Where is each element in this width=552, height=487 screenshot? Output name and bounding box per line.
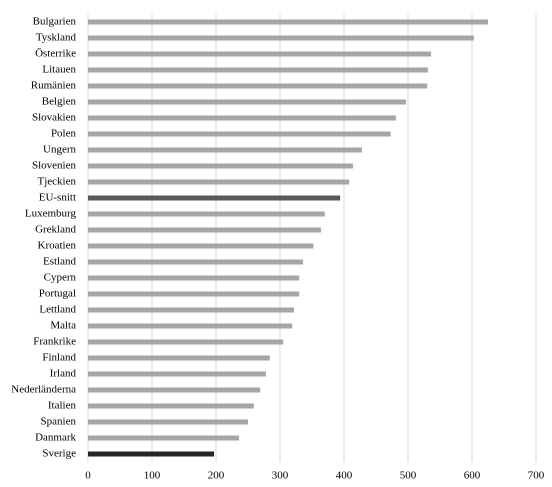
y-tick-label: Portugal	[39, 288, 76, 300]
bar	[88, 211, 325, 217]
y-tick-label: Grekland	[35, 224, 76, 236]
y-tick-label: Bulgarien	[33, 16, 77, 28]
y-tick-label: EU-snitt	[39, 192, 76, 204]
y-tick-label: Slovakien	[32, 112, 76, 124]
x-tick-label: 200	[208, 470, 225, 482]
bar	[88, 179, 350, 185]
y-tick-label: Polen	[51, 128, 77, 140]
bar	[88, 99, 407, 105]
bar	[88, 67, 428, 73]
x-tick-label: 400	[336, 470, 353, 482]
x-tick-label: 600	[464, 470, 481, 482]
y-tick-label: Irland	[50, 368, 77, 380]
y-tick-label: Tyskland	[36, 32, 77, 44]
bar	[88, 227, 321, 233]
bar	[88, 195, 341, 201]
bar	[88, 339, 284, 345]
bar	[88, 275, 300, 281]
y-tick-label: Frankrike	[33, 336, 76, 348]
y-tick-label: Lettland	[39, 304, 76, 316]
y-tick-label: Österrike	[35, 48, 76, 60]
x-tick-label: 100	[144, 470, 161, 482]
y-tick-label: Kroatien	[38, 240, 77, 252]
bar	[88, 403, 254, 409]
x-tick-label: 500	[400, 470, 417, 482]
y-tick-label: Tjeckien	[38, 176, 77, 188]
bar	[88, 387, 261, 393]
bar	[88, 163, 353, 169]
y-tick-label: Malta	[50, 320, 76, 332]
bar	[88, 35, 474, 41]
bar	[88, 243, 314, 249]
bar	[88, 83, 428, 89]
bar	[88, 435, 240, 441]
y-tick-label: Spanien	[41, 416, 77, 428]
y-tick-label: Cypern	[44, 272, 77, 284]
y-tick-label: Danmark	[35, 432, 76, 444]
bar	[88, 19, 488, 25]
bar	[88, 419, 248, 425]
y-tick-label: Belgien	[42, 96, 77, 108]
bar	[88, 131, 391, 137]
bar	[88, 371, 266, 377]
bar	[88, 115, 396, 121]
y-tick-label: Litauen	[42, 64, 76, 76]
bar	[88, 147, 362, 153]
bar	[88, 323, 293, 329]
bar	[88, 451, 215, 457]
y-tick-label: Sverige	[42, 448, 76, 460]
y-tick-label: Ungern	[43, 144, 76, 156]
x-tick-label: 700	[528, 470, 545, 482]
y-tick-label: Italien	[48, 400, 77, 412]
y-tick-label: Luxemburg	[25, 208, 77, 220]
y-tick-label: Rumänien	[31, 80, 77, 92]
y-tick-label: Finland	[42, 352, 76, 364]
y-tick-label: Estland	[43, 256, 76, 268]
x-tick-label: 0	[85, 470, 91, 482]
bar	[88, 51, 432, 57]
x-tick-label: 300	[272, 470, 289, 482]
bar	[88, 291, 300, 297]
y-tick-label: Slovenien	[32, 160, 76, 172]
y-tick-label: Nederländerna	[11, 384, 76, 396]
bar	[88, 355, 270, 361]
bar	[88, 307, 295, 313]
bar	[88, 259, 304, 265]
